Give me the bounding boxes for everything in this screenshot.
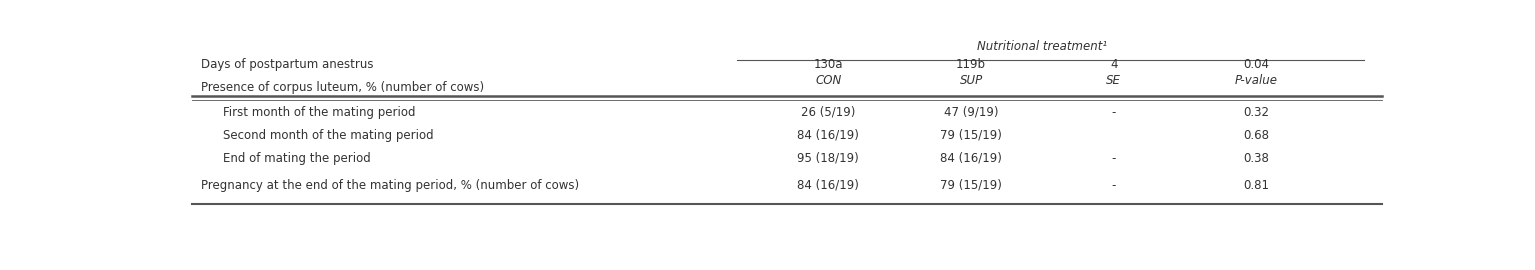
Text: 0.04: 0.04	[1243, 58, 1269, 71]
Text: 130a: 130a	[814, 58, 843, 71]
Text: 4: 4	[1110, 58, 1117, 71]
Text: P-value: P-value	[1236, 74, 1279, 87]
Text: 84 (16/19): 84 (16/19)	[797, 179, 860, 192]
Text: Days of postpartum anestrus: Days of postpartum anestrus	[201, 58, 375, 71]
Text: Presence of corpus luteum, % (number of cows): Presence of corpus luteum, % (number of …	[201, 81, 485, 94]
Text: 26 (5/19): 26 (5/19)	[801, 106, 855, 119]
Text: 84 (16/19): 84 (16/19)	[797, 129, 860, 142]
Text: -: -	[1111, 179, 1116, 192]
Text: End of mating the period: End of mating the period	[223, 152, 370, 165]
Text: -: -	[1111, 152, 1116, 165]
Text: 47 (9/19): 47 (9/19)	[944, 106, 998, 119]
Text: 84 (16/19): 84 (16/19)	[939, 152, 1002, 165]
Text: Pregnancy at the end of the mating period, % (number of cows): Pregnancy at the end of the mating perio…	[201, 179, 580, 192]
Text: Second month of the mating period: Second month of the mating period	[223, 129, 433, 142]
Text: 79 (15/19): 79 (15/19)	[939, 129, 1002, 142]
Text: 79 (15/19): 79 (15/19)	[939, 179, 1002, 192]
Text: 0.32: 0.32	[1243, 106, 1269, 119]
Text: SE: SE	[1107, 74, 1121, 87]
Text: 0.38: 0.38	[1243, 152, 1269, 165]
Text: -: -	[1111, 106, 1116, 119]
Text: 0.68: 0.68	[1243, 129, 1269, 142]
Text: CON: CON	[815, 74, 841, 87]
Text: First month of the mating period: First month of the mating period	[223, 106, 416, 119]
Text: 0.81: 0.81	[1243, 179, 1269, 192]
Text: 95 (18/19): 95 (18/19)	[798, 152, 860, 165]
Text: SUP: SUP	[959, 74, 982, 87]
Text: 119b: 119b	[956, 58, 985, 71]
Text: Nutritional treatment¹: Nutritional treatment¹	[978, 40, 1108, 53]
